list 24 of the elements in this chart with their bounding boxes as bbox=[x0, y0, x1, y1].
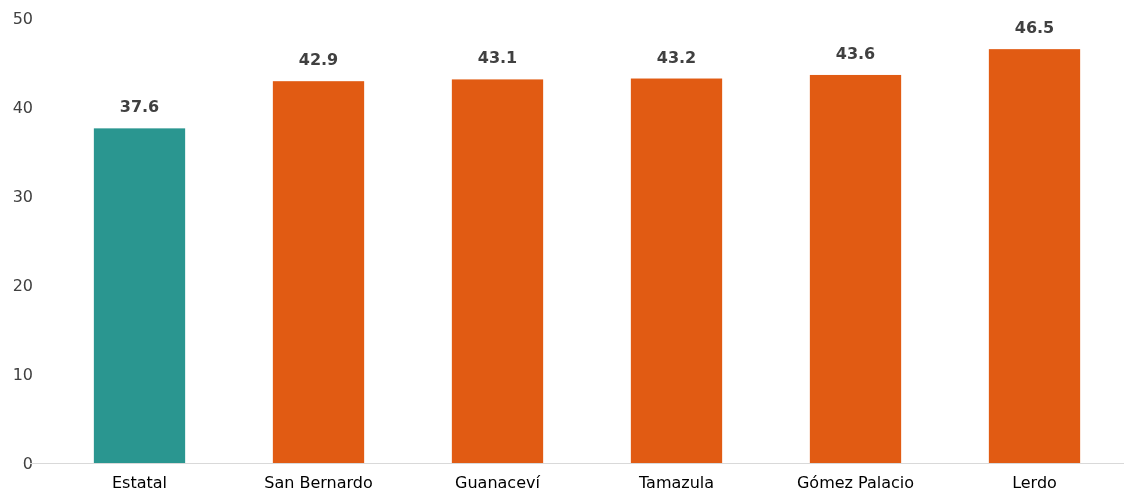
y-tick-label: 30 bbox=[12, 186, 33, 206]
x-tick-label: Gómez Palacio bbox=[796, 473, 915, 493]
y-tick-label: 50 bbox=[12, 8, 33, 28]
x-tick-label: Estatal bbox=[111, 473, 168, 493]
data-label: 43.6 bbox=[835, 43, 876, 63]
bar bbox=[272, 81, 365, 463]
x-tick-label: Guanaceví bbox=[455, 473, 541, 493]
data-label: 42.9 bbox=[298, 50, 339, 70]
y-tick-label: 20 bbox=[12, 275, 33, 295]
data-label: 37.6 bbox=[119, 97, 160, 117]
x-tick-label: San Bernardo bbox=[264, 473, 373, 493]
bar bbox=[451, 79, 544, 463]
y-tick-label: 0 bbox=[22, 453, 33, 473]
x-tick-label: Lerdo bbox=[1012, 473, 1057, 493]
x-tick-label: Tamazula bbox=[637, 473, 715, 493]
bar bbox=[988, 49, 1081, 463]
bar bbox=[93, 128, 186, 463]
data-label: 43.2 bbox=[656, 47, 697, 67]
y-tick-label: 40 bbox=[12, 97, 33, 117]
data-label: 43.1 bbox=[477, 48, 518, 68]
data-label: 46.5 bbox=[1014, 18, 1055, 38]
bar bbox=[809, 74, 902, 463]
bar bbox=[630, 78, 723, 463]
y-tick-label: 10 bbox=[12, 364, 33, 384]
